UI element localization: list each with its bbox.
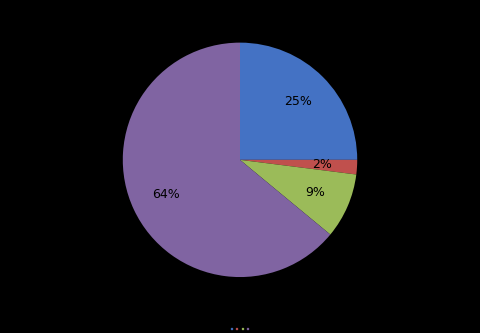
Wedge shape	[240, 160, 356, 234]
Text: 64%: 64%	[152, 188, 180, 201]
Text: 9%: 9%	[305, 186, 325, 199]
Legend:  ,  ,  ,  : , , ,	[230, 327, 250, 329]
Wedge shape	[240, 43, 357, 160]
Text: 25%: 25%	[284, 95, 312, 108]
Wedge shape	[240, 160, 357, 174]
Text: 2%: 2%	[312, 159, 332, 171]
Wedge shape	[123, 43, 330, 277]
